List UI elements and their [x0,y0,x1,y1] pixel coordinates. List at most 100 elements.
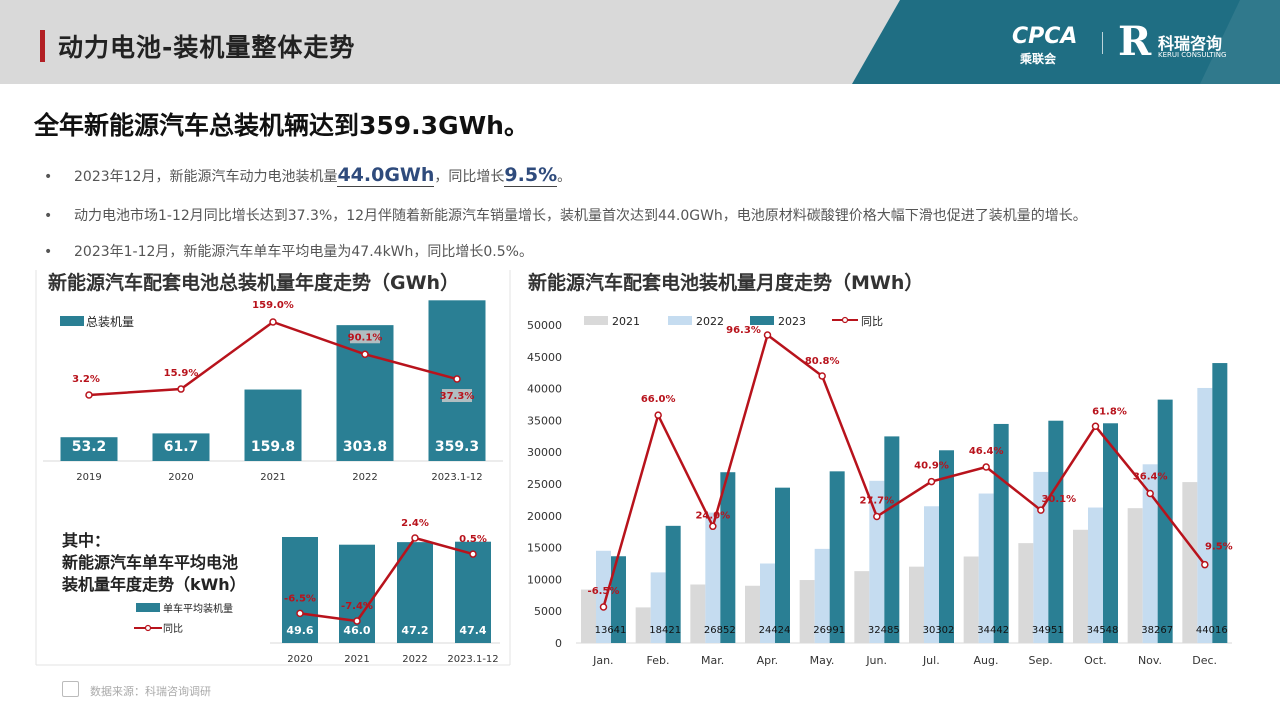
monthly-growth-label: 27.7% [859,496,894,507]
monthly-bar-2023 [884,436,900,643]
kerui-logo-name: 科瑞咨询 [1158,34,1223,53]
per-vehicle-growth-label: 2.4% [401,518,429,529]
bullet-dot: • [44,169,53,185]
monthly-growth-label: 9.5% [1205,542,1233,553]
per-vehicle-growth-label: -7.4% [341,601,373,612]
annual-x-tick-label: 2020 [168,472,193,483]
annual-growth-marker [269,318,277,326]
monthly-growth-label: 24.0% [695,510,730,521]
monthly-growth-line [602,332,1206,608]
annual-bar-value-label: 53.2 [72,439,107,455]
monthly-bar-value-label: 26991 [813,625,845,636]
per-vehicle-bar [397,542,433,643]
monthly-legend-label: 2022 [696,315,724,328]
monthly-bar-2023 [1212,363,1228,643]
monthly-bar-2021 [635,607,651,643]
per-vehicle-chart: 49.6 2020 46.0 2021 47.2 2022 47.4 2023.1-12 -6.… [134,518,500,665]
monthly-x-tick-label: Dec. [1192,654,1217,667]
annual-x-tick-label: 2019 [76,472,101,483]
per-vehicle-chart-title-line-2: 新能源汽车单车平均电池 [62,553,239,572]
monthly-x-tick-label: Jun. [865,654,887,667]
header-logo-band [852,0,1280,84]
monthly-bar-2023 [993,423,1009,643]
per-vehicle-legend-marker [144,624,152,632]
bullet-text: 2023年1-12月，新能源汽车单车平均电量为47.4kWh，同比增长0.5%。 [74,244,533,260]
annual-growth-label: 90.1% [348,332,383,343]
monthly-y-tick-label: 25000 [527,478,562,491]
annual-growth-label: 159.0% [252,300,294,311]
monthly-legend-swatch [750,316,774,325]
monthly-growth-label: 96.3% [726,325,761,336]
annual-bar-value-label: 159.8 [251,439,295,455]
per-vehicle-growth-marker [469,550,477,558]
header-accent-bar [40,30,45,62]
bullet-text: 2023年12月，新能源汽车动力电池装机量 [74,169,338,185]
monthly-growth-label: 66.0% [641,394,676,405]
monthly-bar-2022 [924,506,939,643]
monthly-bar-2022 [650,572,666,643]
source-icon [62,681,79,697]
monthly-bar-2022 [705,512,721,643]
monthly-bar-value-label: 34548 [1087,625,1119,636]
monthly-bar-value-label: 34442 [977,625,1009,636]
monthly-y-tick-label: 10000 [527,573,562,586]
bullet-text: 。 [557,169,572,185]
per-vehicle-bar [282,537,318,643]
monthly-bar-2023 [611,556,626,643]
monthly-bar-value-label: 38267 [1141,625,1173,636]
monthly-bar-value-label: 24424 [759,625,791,636]
monthly-y-tick-label: 0 [555,637,562,650]
monthly-bar-2023 [1103,423,1118,643]
highlight-value: 44.0GWh [337,164,435,187]
highlight-value: 9.5% [504,164,558,187]
annual-growth-marker [361,350,369,359]
monthly-growth-label: 80.8% [805,356,840,367]
per-vehicle-growth-label: 0.5% [459,534,487,545]
monthly-x-tick-label: Mar. [701,654,724,667]
annual-growth-label-bg [350,330,380,344]
bullet-text: 动力电池市场1-12月同比增长达到37.3%，12月伴随着新能源汽车销量增长，装… [74,208,1087,224]
monthly-x-tick-label: May. [810,654,835,667]
header-blue-band [852,0,1280,84]
annual-legend-label: 总装机量 [86,315,134,329]
monthly-bar-2022 [1088,507,1103,643]
per-vehicle-legend-swatch [136,603,160,612]
annual-x-tick-label: 2023.1-12 [431,472,482,483]
header-band-sheen [1200,0,1280,84]
kerui-logo-mark: R [1118,18,1152,65]
per-vehicle-bar-value-label: 47.4 [459,624,486,637]
bullet-item-1: • 2023年12月，新能源汽车动力电池装机量44.0GWh，同比增长9.5%。 [44,164,572,187]
monthly-x-tick-label: Jan. [592,654,613,667]
monthly-growth-marker [763,331,772,339]
bullet-dot: • [44,208,53,224]
annual-bar [60,437,118,461]
per-vehicle-bar-value-label: 46.0 [343,624,370,637]
monthly-bar-2022 [869,480,885,643]
monthly-legend-swatch [584,316,608,325]
monthly-growth-label: 40.9% [914,461,949,472]
per-vehicle-growth-marker [411,534,419,542]
annual-bar-value-label: 61.7 [164,439,199,455]
monthly-y-tick-label: 30000 [527,446,562,459]
monthly-bar-2023 [665,525,681,643]
monthly-y-tick-label: 15000 [527,542,562,555]
monthly-bar-2023 [1157,399,1173,643]
annual-bar-value-label: 303.8 [343,439,387,455]
monthly-growth-marker [1037,506,1045,514]
bullet-item-2: • 动力电池市场1-12月同比增长达到37.3%，12月伴随着新能源汽车销量增长，… [44,205,1087,225]
monthly-growth-marker [599,603,608,611]
annual-growth-label-bg [442,389,472,403]
monthly-bar-2022 [1033,471,1049,643]
monthly-x-tick-label: Feb. [647,654,670,667]
monthly-legend-swatch [668,316,692,325]
monthly-bar-2021 [1182,482,1198,643]
cpca-logo: CPCA [1012,24,1078,49]
page-title: 动力电池-装机量整体走势 [58,33,356,62]
monthly-bar-value-label: 32485 [868,625,900,636]
annual-chart-title: 新能源汽车配套电池总装机量年度走势（GWh） [48,272,460,294]
monthly-y-tick-label: 20000 [527,510,562,523]
monthly-bar-value-label: 26852 [704,625,736,636]
per-vehicle-growth-marker [296,609,304,618]
monthly-bar-value-label: 13641 [595,625,627,636]
